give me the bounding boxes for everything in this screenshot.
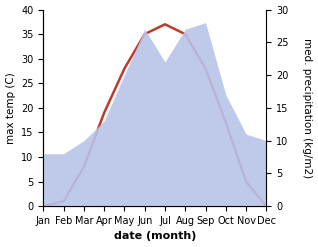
Y-axis label: max temp (C): max temp (C) [5,72,16,144]
X-axis label: date (month): date (month) [114,231,196,242]
Y-axis label: med. precipitation (kg/m2): med. precipitation (kg/m2) [302,38,313,178]
